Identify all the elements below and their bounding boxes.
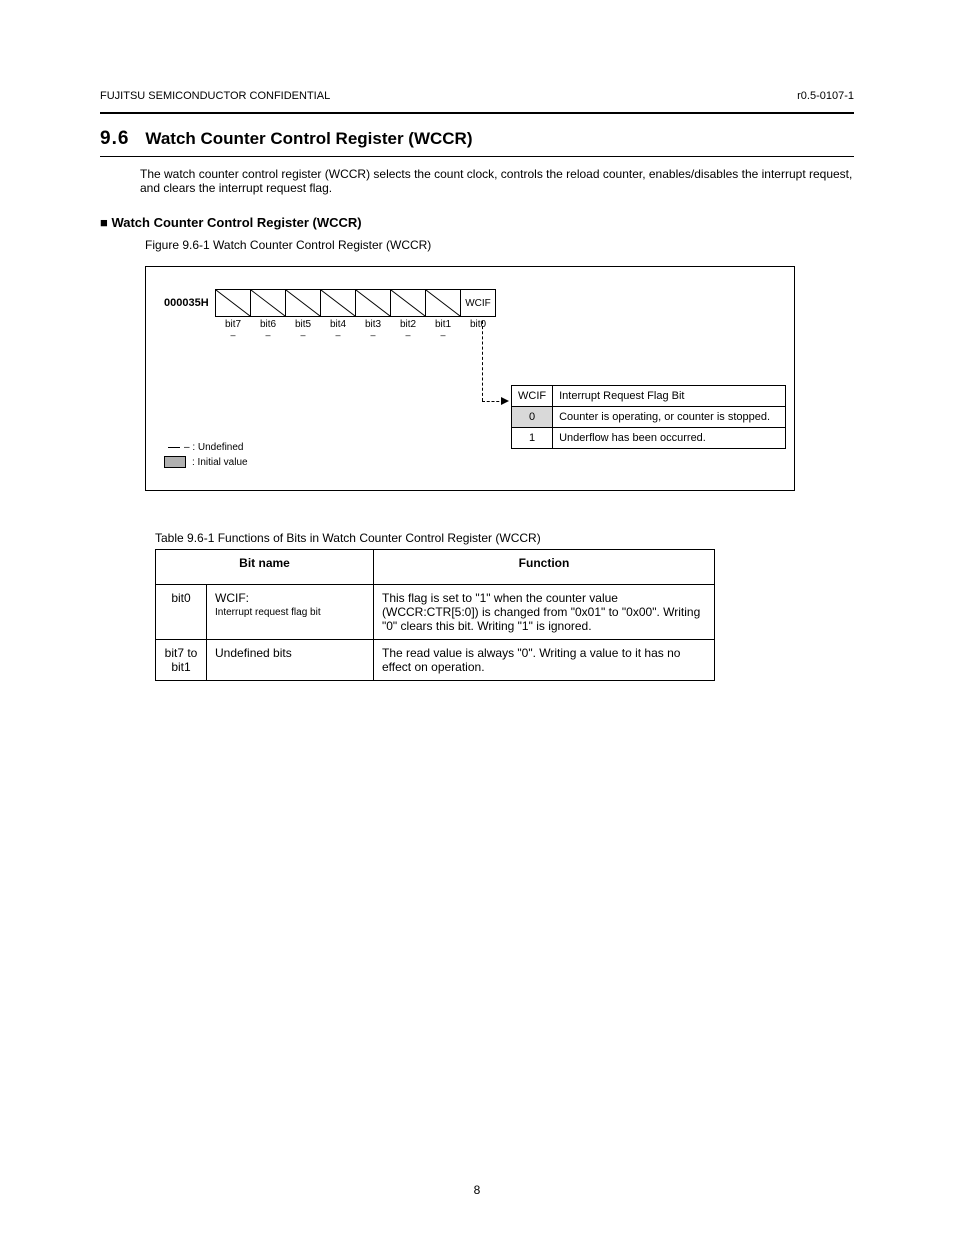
- bit3-cell: [355, 289, 391, 317]
- bit7-cell: [215, 289, 251, 317]
- product-name: FUJITSU SEMICONDUCTOR CONFIDENTIAL: [100, 90, 330, 102]
- header-rule-top: [100, 112, 854, 114]
- bit2-label: bit2–: [390, 319, 426, 340]
- table2-row0-func: This flag is set to "1" when the counter…: [374, 585, 715, 640]
- table2-row-1: bit7 to bit1 Undefined bits The read val…: [156, 640, 715, 681]
- table2-header-bit: Bit name: [156, 550, 374, 585]
- sub-row1-val: Underflow has been occurred.: [553, 428, 786, 449]
- sub-row1-key: 1: [512, 428, 553, 449]
- sub-table-row-0: 0 Counter is operating, or counter is st…: [512, 407, 786, 428]
- register-figure: 000035H WCIF bit7– bit6– bit5– bit4– bit…: [145, 266, 795, 491]
- sub-header-key: WCIF: [512, 386, 553, 407]
- bit0-label-below: bit0: [460, 319, 496, 340]
- table2-row0-sub: Interrupt request flag bit: [215, 607, 365, 618]
- table2-row1-bitno: bit7 to bit1: [156, 640, 207, 681]
- bit3-label: bit3–: [355, 319, 391, 340]
- figure-caption: Figure 9.6-1 Watch Counter Control Regis…: [145, 238, 854, 252]
- bit-row: WCIF: [216, 289, 496, 317]
- section-title: Watch Counter Control Register (WCCR): [145, 129, 472, 149]
- bit7-label: bit7–: [215, 319, 251, 340]
- subsection-heading: ■ Watch Counter Control Register (WCCR): [100, 215, 854, 230]
- function-table: Bit name Function bit0 WCIF: Interrupt r…: [155, 549, 715, 681]
- table2-row0-bitno: bit0: [156, 585, 207, 640]
- table2-row1-name: Undefined bits: [215, 646, 292, 660]
- section-number: 9.6: [100, 128, 129, 150]
- sub-table-header: WCIF Interrupt Request Flag Bit: [512, 386, 786, 407]
- bit4-label: bit4–: [320, 319, 356, 340]
- section-intro: The watch counter control register (WCCR…: [140, 167, 854, 195]
- bit6-cell: [250, 289, 286, 317]
- bit5-cell: [285, 289, 321, 317]
- arrow-head-icon: [501, 397, 509, 405]
- table2-caption: Table 9.6-1 Functions of Bits in Watch C…: [155, 531, 854, 545]
- table2-row1-name-cell: Undefined bits: [207, 640, 374, 681]
- sub-row0-key: 0: [512, 407, 553, 428]
- arrow-dash-vert: [482, 321, 483, 401]
- sub-header-val: Interrupt Request Flag Bit: [553, 386, 786, 407]
- figure-legend: – : Undefined : Initial value: [164, 440, 248, 470]
- product-line: FUJITSU SEMICONDUCTOR CONFIDENTIAL r0.5-…: [100, 90, 854, 102]
- bit1-cell: [425, 289, 461, 317]
- legend-dash-line: – : Undefined: [164, 440, 248, 455]
- sub-row0-val: Counter is operating, or counter is stop…: [553, 407, 786, 428]
- table2-row1-func: The read value is always "0". Writing a …: [374, 640, 715, 681]
- table2-row0-name: WCIF:: [215, 591, 249, 605]
- table2-row-0: bit0 WCIF: Interrupt request flag bit Th…: [156, 585, 715, 640]
- bit0-cell: WCIF: [460, 289, 496, 317]
- doc-ref: r0.5-0107-1: [797, 90, 854, 102]
- bit5-label: bit5–: [285, 319, 321, 340]
- register-address: 000035H: [164, 297, 209, 309]
- page-header: FUJITSU SEMICONDUCTOR CONFIDENTIAL r0.5-…: [100, 90, 854, 157]
- table2-header-row: Bit name Function: [156, 550, 715, 585]
- bit4-cell: [320, 289, 356, 317]
- legend-box-line: : Initial value: [164, 455, 248, 470]
- bit2-cell: [390, 289, 426, 317]
- bit1-label: bit1–: [425, 319, 461, 340]
- page-number: 8: [474, 1183, 481, 1197]
- bit-labels-row: bit7– bit6– bit5– bit4– bit3– bit2– bit1…: [216, 319, 496, 340]
- wcif-sub-table: WCIF Interrupt Request Flag Bit 0 Counte…: [511, 385, 786, 449]
- section-heading: 9.6 Watch Counter Control Register (WCCR…: [100, 128, 854, 150]
- table2-header-func: Function: [374, 550, 715, 585]
- page-footer: 8: [0, 1183, 954, 1197]
- bit0-label: WCIF: [465, 298, 491, 309]
- table2-row0-name-cell: WCIF: Interrupt request flag bit: [207, 585, 374, 640]
- header-rule-bottom: [100, 156, 854, 157]
- bit6-label: bit6–: [250, 319, 286, 340]
- sub-table-row-1: 1 Underflow has been occurred.: [512, 428, 786, 449]
